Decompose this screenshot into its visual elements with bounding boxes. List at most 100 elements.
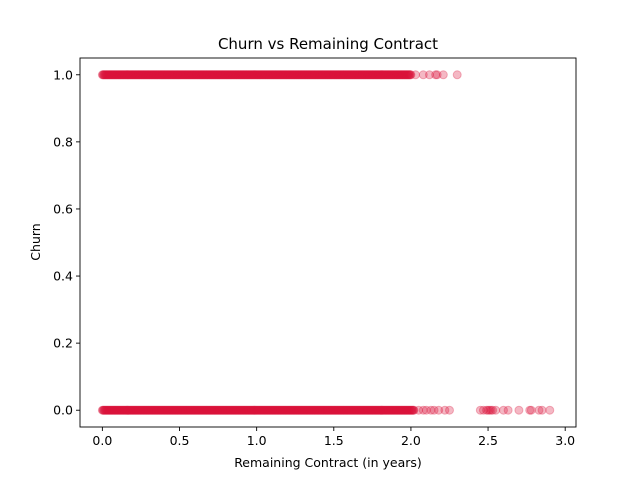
data-point <box>120 70 130 80</box>
data-point <box>278 70 288 80</box>
data-point <box>150 405 160 415</box>
data-point <box>283 70 292 80</box>
data-point <box>239 405 249 415</box>
data-point <box>257 405 267 415</box>
data-point <box>385 70 395 80</box>
data-point <box>188 405 198 415</box>
data-point <box>297 70 307 80</box>
data-point <box>199 405 209 415</box>
data-point <box>171 70 181 80</box>
data-point <box>134 70 144 80</box>
data-point <box>199 405 209 415</box>
data-point <box>173 405 183 415</box>
data-point <box>141 405 151 415</box>
data-point <box>316 70 326 80</box>
data-point <box>215 70 225 80</box>
data-point <box>258 70 268 80</box>
data-point <box>334 405 344 415</box>
data-point <box>411 70 421 80</box>
x-axis-label: Remaining Contract (in years) <box>234 455 422 470</box>
data-point <box>304 405 314 415</box>
data-point <box>366 70 376 80</box>
data-point <box>98 405 108 415</box>
data-point <box>267 405 277 415</box>
data-point <box>184 70 194 80</box>
data-point <box>175 405 185 415</box>
data-point <box>128 70 138 80</box>
data-point <box>400 405 410 415</box>
data-point <box>233 70 243 80</box>
data-point <box>163 70 173 80</box>
data-point <box>375 405 385 415</box>
data-point <box>246 70 256 80</box>
data-point <box>377 405 387 415</box>
data-point <box>302 405 312 415</box>
data-point <box>343 405 353 415</box>
data-point <box>143 405 153 415</box>
data-point <box>121 70 131 80</box>
data-point <box>97 405 107 415</box>
data-point <box>285 405 295 415</box>
data-point <box>120 70 130 80</box>
data-point <box>283 405 292 415</box>
data-point <box>99 70 109 80</box>
data-point <box>160 405 170 415</box>
data-point <box>211 405 221 415</box>
data-point <box>339 70 349 80</box>
data-point <box>189 70 199 80</box>
data-point <box>256 70 266 80</box>
data-point <box>247 405 257 415</box>
data-point <box>239 70 249 80</box>
data-point <box>379 405 389 415</box>
data-point <box>101 70 111 80</box>
data-point <box>318 405 328 415</box>
data-point <box>350 70 360 80</box>
data-point <box>216 405 226 415</box>
data-point <box>294 405 304 415</box>
data-point <box>323 405 333 415</box>
data-point <box>236 405 246 415</box>
data-point <box>342 405 352 415</box>
data-point <box>209 405 219 415</box>
data-point <box>178 70 188 80</box>
data-point <box>108 405 118 415</box>
data-point <box>141 70 151 80</box>
data-point <box>328 70 338 80</box>
data-point <box>263 405 273 415</box>
data-point <box>353 70 363 80</box>
data-point <box>311 70 321 80</box>
data-point <box>144 405 154 415</box>
data-point <box>184 405 194 415</box>
data-point <box>291 70 301 80</box>
data-point <box>353 405 363 415</box>
data-point <box>206 405 216 415</box>
data-point <box>319 405 329 415</box>
data-point <box>315 405 325 415</box>
data-point <box>272 70 282 80</box>
data-point <box>223 405 233 415</box>
data-point <box>250 405 260 415</box>
data-point <box>338 405 348 415</box>
data-point <box>290 405 300 415</box>
data-point <box>475 405 485 415</box>
data-point <box>361 405 371 415</box>
data-point <box>293 70 303 80</box>
data-point <box>129 405 139 415</box>
data-point <box>231 405 241 415</box>
data-point <box>370 405 380 415</box>
data-point <box>388 70 398 80</box>
data-point <box>271 405 281 415</box>
y-tick-label: 0.8 <box>53 134 73 149</box>
data-point <box>324 405 334 415</box>
data-point <box>261 70 271 80</box>
data-point <box>189 70 199 80</box>
data-point <box>266 405 276 415</box>
data-point <box>283 405 293 415</box>
data-point <box>387 405 397 415</box>
data-point <box>249 70 259 80</box>
data-point <box>158 405 168 415</box>
data-point <box>405 70 415 80</box>
data-point <box>202 70 212 80</box>
data-point <box>291 70 301 80</box>
data-point <box>421 405 431 415</box>
